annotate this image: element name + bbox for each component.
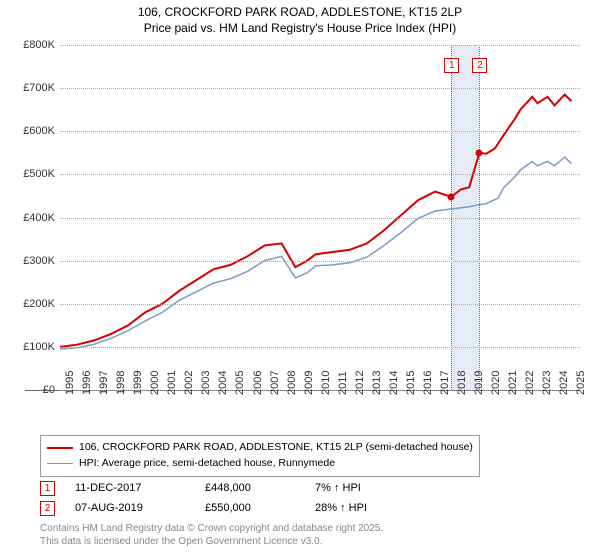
- x-axis-label: 2010: [320, 371, 332, 395]
- x-axis-label: 2006: [252, 371, 264, 395]
- gridline: [60, 45, 580, 46]
- annotation-row: 2 07-AUG-2019 £550,000 28% ↑ HPI: [40, 498, 435, 518]
- chart-title: 106, CROCKFORD PARK ROAD, ADDLESTONE, KT…: [0, 0, 600, 36]
- marker-badge: 1: [40, 481, 55, 496]
- footer-line-1: Contains HM Land Registry data © Crown c…: [40, 522, 383, 535]
- gridline: [60, 131, 580, 132]
- annotation-date: 07-AUG-2019: [75, 502, 205, 514]
- legend-swatch: [47, 463, 73, 464]
- chart-area: 12 £0£100K£200K£300K£400K£500K£600K£700K…: [25, 45, 580, 391]
- footer: Contains HM Land Registry data © Crown c…: [40, 522, 383, 548]
- gridline: [60, 347, 580, 348]
- y-axis-label: £100K: [23, 341, 55, 353]
- x-axis-label: 2018: [456, 371, 468, 395]
- legend-swatch: [47, 447, 73, 449]
- y-axis-label: £600K: [23, 125, 55, 137]
- legend-row: 106, CROCKFORD PARK ROAD, ADDLESTONE, KT…: [47, 440, 473, 456]
- y-axis-label: £700K: [23, 82, 55, 94]
- x-axis-label: 2003: [200, 371, 212, 395]
- x-axis-label: 2004: [217, 371, 229, 395]
- x-axis-label: 2025: [575, 371, 587, 395]
- x-axis-label: 2007: [269, 371, 281, 395]
- marker-label-box: 1: [444, 58, 459, 73]
- marker-dot: [448, 193, 455, 200]
- y-axis-label: £500K: [23, 168, 55, 180]
- x-axis-label: 2015: [405, 371, 417, 395]
- y-axis-label: £200K: [23, 298, 55, 310]
- x-axis-label: 1999: [132, 371, 144, 395]
- y-axis-label: £800K: [23, 39, 55, 51]
- x-axis-label: 2021: [507, 371, 519, 395]
- x-axis-label: 2022: [524, 371, 536, 395]
- x-axis-label: 2009: [303, 371, 315, 395]
- gridline: [60, 304, 580, 305]
- gridline: [60, 174, 580, 175]
- x-axis-label: 2014: [388, 371, 400, 395]
- annotation-pct: 7% ↑ HPI: [315, 482, 435, 494]
- x-axis-label: 2002: [183, 371, 195, 395]
- title-line-1: 106, CROCKFORD PARK ROAD, ADDLESTONE, KT…: [0, 5, 600, 21]
- x-axis-label: 2019: [473, 371, 485, 395]
- series-line-price_paid: [60, 95, 572, 347]
- y-axis-label: £0: [43, 384, 55, 396]
- gridline: [60, 218, 580, 219]
- x-axis-label: 1997: [98, 371, 110, 395]
- x-axis-label: 2011: [337, 371, 349, 395]
- x-axis-label: 2024: [558, 371, 570, 395]
- legend-label: HPI: Average price, semi-detached house,…: [79, 456, 335, 472]
- x-axis-label: 2020: [490, 371, 502, 395]
- x-axis-label: 2008: [286, 371, 298, 395]
- marker-badge: 2: [40, 501, 55, 516]
- series-line-hpi: [60, 157, 572, 349]
- x-axis-label: 1996: [81, 371, 93, 395]
- y-axis-label: £300K: [23, 255, 55, 267]
- x-axis-label: 2001: [166, 371, 178, 395]
- gridline: [60, 261, 580, 262]
- marker-label-box: 2: [472, 58, 487, 73]
- y-axis-label: £400K: [23, 212, 55, 224]
- x-axis-label: 1998: [115, 371, 127, 395]
- title-line-2: Price paid vs. HM Land Registry's House …: [0, 21, 600, 37]
- x-axis-label: 2012: [354, 371, 366, 395]
- x-axis-label: 2013: [371, 371, 383, 395]
- gridline: [60, 88, 580, 89]
- x-axis-label: 2000: [149, 371, 161, 395]
- chart-container: 106, CROCKFORD PARK ROAD, ADDLESTONE, KT…: [0, 0, 600, 560]
- annotation-table: 1 11-DEC-2017 £448,000 7% ↑ HPI 2 07-AUG…: [40, 478, 435, 518]
- annotation-row: 1 11-DEC-2017 £448,000 7% ↑ HPI: [40, 478, 435, 498]
- legend: 106, CROCKFORD PARK ROAD, ADDLESTONE, KT…: [40, 435, 480, 477]
- annotation-price: £550,000: [205, 502, 315, 514]
- x-axis-label: 2017: [439, 371, 451, 395]
- annotation-date: 11-DEC-2017: [75, 482, 205, 494]
- marker-dot: [476, 149, 483, 156]
- legend-label: 106, CROCKFORD PARK ROAD, ADDLESTONE, KT…: [79, 440, 473, 456]
- annotation-pct: 28% ↑ HPI: [315, 502, 435, 514]
- x-axis-label: 1995: [64, 371, 76, 395]
- x-axis-label: 2023: [541, 371, 553, 395]
- footer-line-2: This data is licensed under the Open Gov…: [40, 535, 383, 548]
- x-axis-label: 2016: [422, 371, 434, 395]
- legend-row: HPI: Average price, semi-detached house,…: [47, 456, 473, 472]
- x-axis-label: 2005: [234, 371, 246, 395]
- annotation-price: £448,000: [205, 482, 315, 494]
